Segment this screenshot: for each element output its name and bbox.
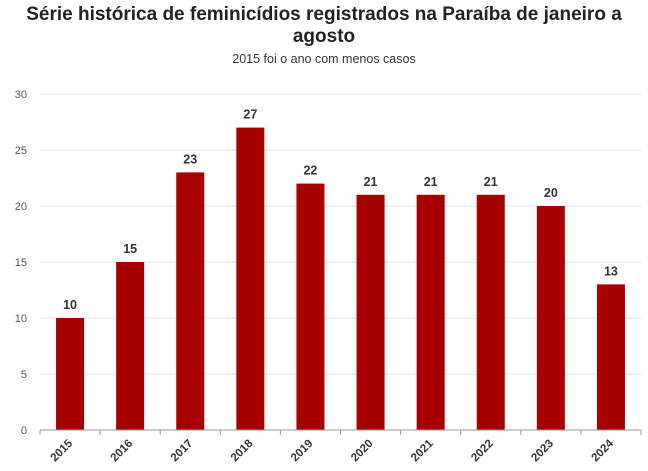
y-tick-label: 15 bbox=[15, 257, 27, 269]
x-tick-label-2024: 2024 bbox=[589, 437, 616, 464]
chart-subtitle: 2015 foi o ano com menos casos bbox=[232, 52, 416, 66]
x-tick-label-2021: 2021 bbox=[409, 437, 436, 464]
x-tick-label-2018: 2018 bbox=[229, 437, 256, 464]
data-label-2023: 20 bbox=[544, 186, 558, 200]
bar-2015 bbox=[56, 318, 85, 430]
x-tick-label-2020: 2020 bbox=[349, 438, 376, 465]
y-tick-label: 20 bbox=[15, 201, 27, 213]
bar-2019 bbox=[296, 183, 325, 430]
y-axis: 0 5 10 15 20 25 30 bbox=[15, 89, 27, 437]
y-tick-label: 30 bbox=[15, 89, 27, 101]
bar-2018 bbox=[236, 127, 265, 430]
data-label-2016: 15 bbox=[123, 242, 137, 256]
data-labels: 10 15 23 27 22 21 21 21 20 13 bbox=[63, 108, 618, 312]
data-label-2020: 21 bbox=[364, 175, 378, 189]
bar-2021 bbox=[416, 194, 445, 430]
data-label-2021: 21 bbox=[424, 175, 438, 189]
bar-2016 bbox=[116, 262, 145, 430]
y-tick-label: 5 bbox=[21, 369, 27, 381]
chart-title: Série histórica de feminicídios registra… bbox=[26, 4, 622, 47]
x-tick-label-2016: 2016 bbox=[109, 438, 136, 465]
data-label-2019: 22 bbox=[303, 164, 317, 178]
y-tick-label: 0 bbox=[21, 425, 27, 437]
data-label-2017: 23 bbox=[183, 152, 197, 166]
data-label-2024: 13 bbox=[604, 264, 618, 278]
bar-2022 bbox=[476, 194, 505, 430]
bar-2024 bbox=[596, 284, 625, 430]
x-tick-label-2019: 2019 bbox=[289, 438, 316, 465]
data-label-2015: 10 bbox=[63, 298, 77, 312]
x-axis: 2015 2016 2017 2018 2019 2020 2021 2022 2023 2024 bbox=[39, 429, 642, 465]
x-tick-label-2022: 2022 bbox=[469, 438, 496, 465]
x-tick-label-2017: 2017 bbox=[169, 438, 196, 465]
bar-2017 bbox=[176, 172, 205, 430]
data-label-2022: 21 bbox=[484, 175, 498, 189]
x-tick-label-2023: 2023 bbox=[529, 438, 556, 465]
bar-2023 bbox=[536, 206, 565, 430]
x-tick-label-2015: 2015 bbox=[49, 437, 76, 464]
data-label-2018: 27 bbox=[243, 108, 257, 122]
y-tick-label: 10 bbox=[15, 313, 27, 325]
y-tick-label: 25 bbox=[15, 145, 27, 157]
bar-2020 bbox=[356, 194, 385, 430]
bars bbox=[56, 127, 625, 430]
